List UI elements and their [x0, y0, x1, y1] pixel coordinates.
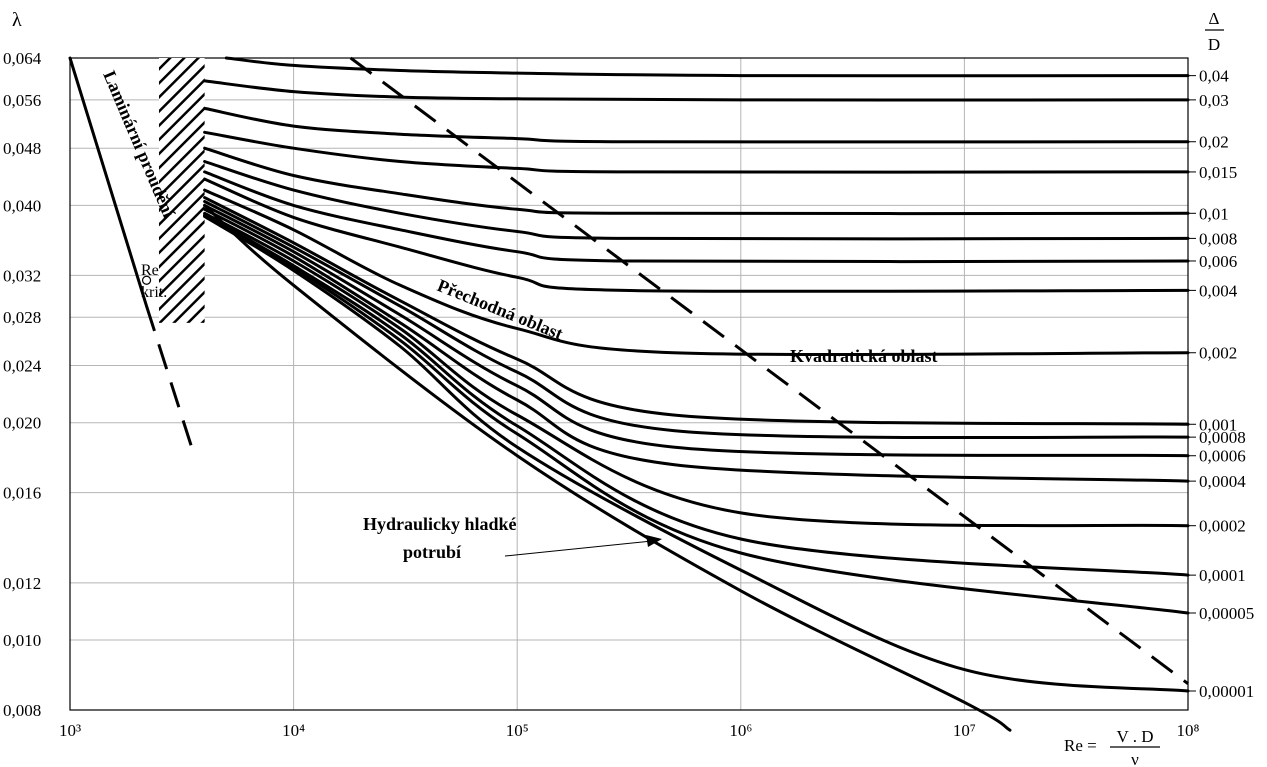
smooth-pipe-pointer-line: [504, 540, 653, 557]
quadratic-boundary-dashed-line: [349, 56, 1189, 685]
roughness-curve: [203, 203, 1190, 458]
x-axis-label-prefix: Re =: [1064, 736, 1097, 755]
roughness-curve: [203, 196, 1190, 426]
roughness-label: 0,04: [1199, 67, 1229, 86]
x-tick-label: 10⁶: [729, 721, 752, 740]
y-tick-label: 0,010: [3, 631, 41, 650]
roughness-label: 0,02: [1199, 133, 1229, 152]
y-tick-label: 0,016: [3, 484, 41, 503]
re-crit-label-2: krit.: [141, 284, 167, 301]
laminar-flow-line: [68, 56, 149, 308]
quadratic-region-label: Kvadratická oblast: [790, 346, 938, 366]
x-axis-label-denominator: ν: [1131, 750, 1139, 767]
x-tick-label: 10³: [59, 721, 81, 740]
y-axis-label: λ: [12, 9, 22, 31]
y-tick-label: 0,008: [3, 701, 41, 720]
y-tick-label: 0,020: [3, 414, 41, 433]
roughness-curve: [224, 56, 1190, 78]
smooth-pipe-label-1: Hydraulicky hladké: [363, 514, 517, 534]
roughness-curve: [203, 146, 1190, 216]
critical-re-point: [141, 275, 152, 285]
roughness-curve: [203, 130, 1190, 174]
roughness-label: 0,006: [1199, 252, 1237, 271]
roughness-label: 0,001: [1199, 415, 1237, 434]
curve-layer: [68, 56, 1190, 732]
transition-zone-layer: [158, 58, 205, 323]
x-tick-label: 10⁵: [506, 721, 529, 740]
roughness-curve: [203, 214, 1190, 615]
roughness-label: 0,01: [1199, 204, 1229, 223]
roughness-curve: [203, 215, 1190, 693]
roughness-label: 0,00005: [1199, 604, 1254, 623]
y-tick-label: 0,040: [3, 196, 41, 215]
roughness-labels: 0,04 0,03 0,02 0,015 0,01 0,008 0,006 0,004 0,00…: [1188, 67, 1254, 701]
roughness-curve: [203, 207, 1190, 483]
roughness-curve: [203, 79, 1190, 102]
y-tick-label: 0,024: [3, 357, 42, 376]
roughness-label: 0,0002: [1199, 517, 1246, 536]
transition-hatched-zone: [158, 58, 205, 323]
roughness-curve: [203, 106, 1190, 144]
roughness-label: 0,0001: [1199, 566, 1246, 585]
right-axis-label-denominator: D: [1208, 35, 1220, 54]
roughness-curve: [203, 160, 1190, 241]
laminar-extension-dashed-line: [145, 305, 196, 457]
plot-frame: [69, 57, 1189, 711]
roughness-label: 0,0004: [1199, 472, 1246, 491]
y-tick-labels: 0,008 0,010 0,012 0,016 0,020 0,024 0,028 0,032…: [3, 49, 42, 720]
roughness-label: 0,0008: [1199, 428, 1246, 447]
roughness-curve: [203, 188, 1190, 357]
roughness-label: 0,002: [1199, 344, 1237, 363]
roughness-label: 0,00001: [1199, 682, 1254, 701]
roughness-label: 0,004: [1199, 281, 1238, 300]
roughness-curve: [203, 177, 1190, 293]
roughness-curve: [203, 211, 1190, 528]
roughness-curve: [203, 170, 1190, 264]
y-tick-label: 0,048: [3, 139, 41, 158]
y-tick-label: 0,028: [3, 308, 41, 327]
y-tick-label: 0,056: [3, 91, 41, 110]
roughness-label: 0,03: [1199, 91, 1229, 110]
roughness-label: 0,015: [1199, 163, 1237, 182]
smooth-pipe-pointer-arrow: [646, 535, 662, 547]
x-tick-label: 10⁸: [1177, 721, 1200, 740]
smooth-pipe-label-2: potrubí: [403, 542, 462, 562]
roughness-label: 0,008: [1199, 229, 1237, 248]
roughness-curve: [203, 200, 1190, 440]
roughness-curve: [203, 213, 1190, 577]
right-axis-label-numerator: Δ: [1209, 9, 1220, 28]
x-tick-label: 10⁷: [953, 721, 976, 740]
roughness-label: 0,0006: [1199, 447, 1246, 466]
y-tick-label: 0,032: [3, 266, 41, 285]
x-tick-labels: 10³ 10⁴ 10⁵ 10⁶ 10⁷ 10⁸: [59, 721, 1200, 740]
y-tick-label: 0,012: [3, 574, 41, 593]
smooth-pipe-curve: [203, 203, 1012, 732]
x-tick-label: 10⁴: [282, 721, 305, 740]
grid: [69, 57, 1189, 711]
x-axis-label-numerator: V . D: [1117, 727, 1154, 746]
re-crit-label-1: Re: [141, 262, 159, 279]
y-tick-label: 0,064: [3, 49, 42, 68]
